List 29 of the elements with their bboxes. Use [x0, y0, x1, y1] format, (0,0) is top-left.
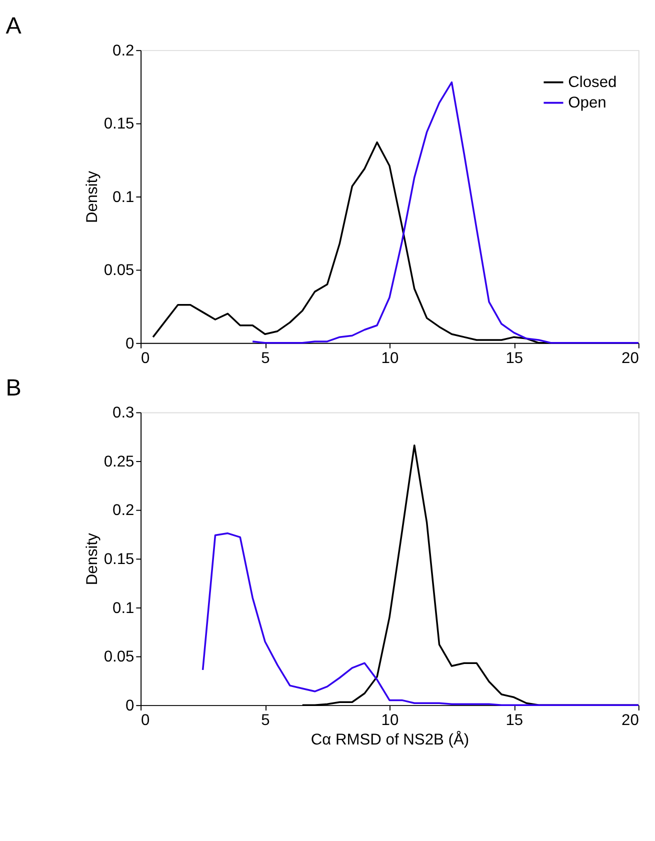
y-tick-label: 0: [126, 697, 135, 714]
y-tick-label: 0.15: [104, 551, 135, 568]
x-tick-label: 0: [141, 712, 150, 730]
y-tick-label: 0: [126, 335, 135, 352]
x-tick-label: 20: [622, 350, 640, 367]
y-tick-label: 0.1: [112, 600, 134, 617]
x-tick-label: 0: [141, 350, 150, 367]
x-tick-label: 10: [381, 712, 399, 730]
y-tick-label: 0.25: [104, 453, 135, 470]
y-tick-label: 0.1: [112, 188, 134, 206]
legend-label: Open: [568, 94, 606, 112]
chart-title: A: [6, 12, 22, 38]
y-tick-label: 0.2: [112, 42, 134, 60]
x-tick-label: 5: [261, 350, 270, 367]
x-tick-label: 5: [261, 712, 270, 730]
y-tick-label: 0.05: [104, 262, 135, 280]
y-tick-label: 0.05: [104, 648, 135, 666]
x-tick-label: 15: [506, 712, 524, 730]
y-tick-label: 0.15: [104, 116, 135, 133]
x-tick-label: 10: [381, 350, 399, 367]
y-tick-label: 0.3: [112, 404, 134, 422]
chart-title: B: [6, 374, 22, 401]
x-tick-label: 20: [622, 712, 640, 730]
x-axis-title: Cα RMSD of NS2B (Å): [310, 730, 470, 749]
y-axis-title: Density: [84, 532, 101, 586]
y-tick-label: 0.2: [112, 502, 134, 520]
legend-label: Closed: [568, 74, 617, 92]
y-axis-title: Density: [84, 170, 101, 224]
x-tick-label: 15: [506, 350, 524, 367]
